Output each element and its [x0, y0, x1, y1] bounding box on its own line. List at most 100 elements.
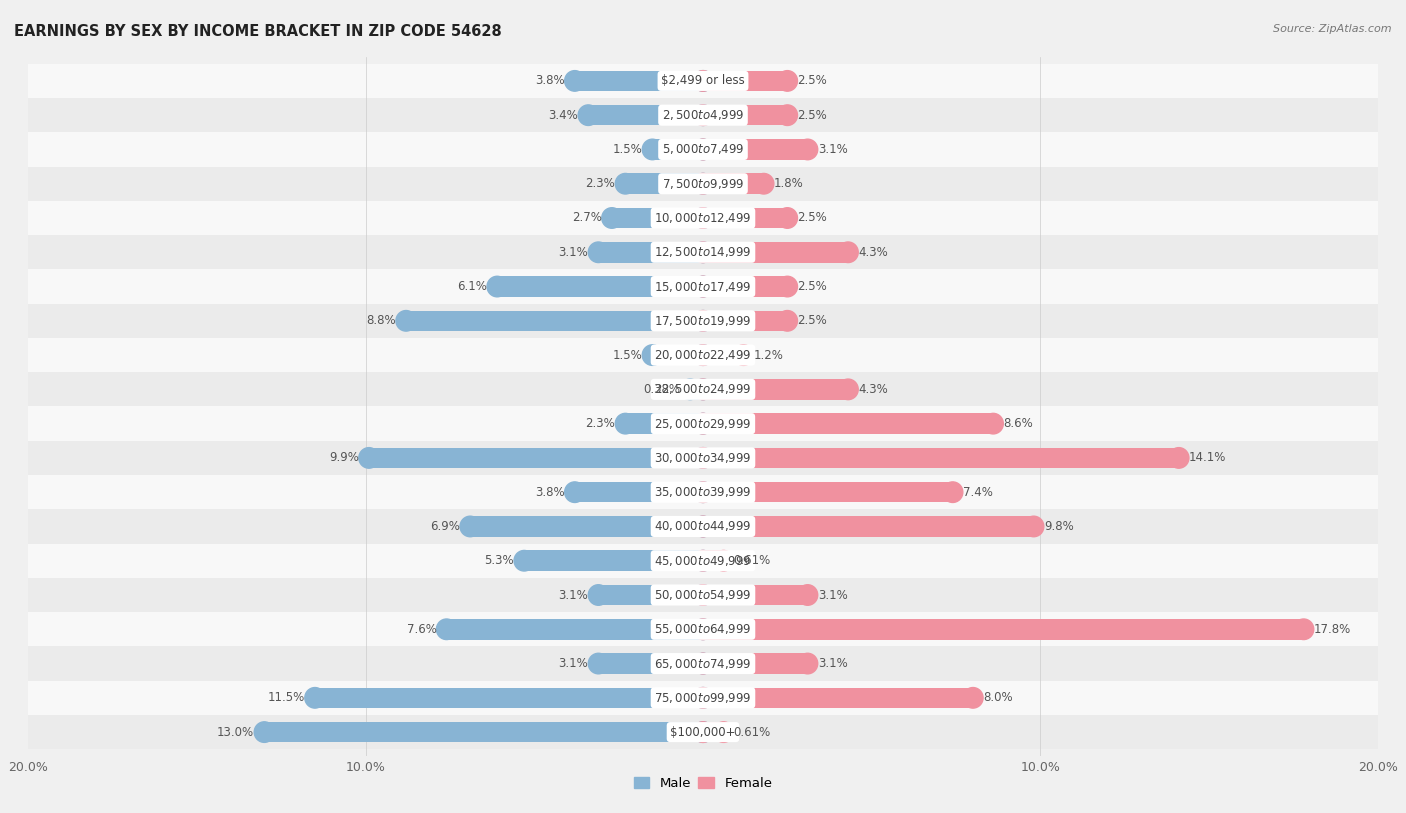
- Text: 1.8%: 1.8%: [773, 177, 804, 190]
- Bar: [470, 516, 703, 537]
- Bar: [524, 550, 703, 571]
- Circle shape: [838, 379, 858, 400]
- Circle shape: [963, 688, 983, 708]
- Bar: [612, 207, 703, 228]
- Circle shape: [693, 448, 713, 468]
- Circle shape: [693, 550, 713, 571]
- Circle shape: [778, 207, 797, 228]
- Bar: [703, 550, 724, 571]
- Circle shape: [305, 688, 325, 708]
- Circle shape: [693, 482, 713, 502]
- Circle shape: [693, 242, 713, 263]
- Circle shape: [693, 585, 713, 606]
- Text: 6.1%: 6.1%: [457, 280, 486, 293]
- Bar: [652, 139, 703, 159]
- Text: $30,000 to $34,999: $30,000 to $34,999: [654, 451, 752, 465]
- Circle shape: [588, 242, 609, 263]
- Text: $20,000 to $22,499: $20,000 to $22,499: [654, 348, 752, 362]
- Bar: [703, 448, 1178, 468]
- Bar: [28, 304, 1378, 338]
- Circle shape: [1294, 619, 1313, 640]
- Circle shape: [797, 654, 818, 674]
- Bar: [315, 688, 703, 708]
- Text: $25,000 to $29,999: $25,000 to $29,999: [654, 416, 752, 431]
- Circle shape: [693, 173, 713, 194]
- Bar: [703, 105, 787, 125]
- Circle shape: [693, 722, 713, 742]
- Text: 3.1%: 3.1%: [818, 143, 848, 156]
- Circle shape: [693, 448, 713, 468]
- Text: $15,000 to $17,499: $15,000 to $17,499: [654, 280, 752, 293]
- Text: 13.0%: 13.0%: [217, 725, 254, 738]
- Circle shape: [693, 413, 713, 434]
- Circle shape: [396, 311, 416, 331]
- Bar: [28, 544, 1378, 578]
- Text: 8.6%: 8.6%: [1004, 417, 1033, 430]
- Bar: [626, 413, 703, 434]
- Circle shape: [693, 654, 713, 674]
- Bar: [703, 207, 787, 228]
- Text: 1.2%: 1.2%: [754, 349, 783, 362]
- Circle shape: [693, 619, 713, 640]
- Circle shape: [693, 550, 713, 571]
- Bar: [703, 413, 993, 434]
- Circle shape: [797, 585, 818, 606]
- Text: 9.8%: 9.8%: [1043, 520, 1074, 533]
- Text: 3.4%: 3.4%: [548, 109, 578, 122]
- Circle shape: [436, 619, 457, 640]
- Bar: [703, 585, 807, 606]
- Bar: [703, 173, 763, 194]
- Circle shape: [693, 516, 713, 537]
- Circle shape: [565, 71, 585, 91]
- Circle shape: [942, 482, 963, 502]
- Circle shape: [693, 276, 713, 297]
- Text: 0.61%: 0.61%: [734, 554, 770, 567]
- Circle shape: [693, 345, 713, 365]
- Bar: [28, 441, 1378, 475]
- Text: 2.3%: 2.3%: [585, 417, 616, 430]
- Text: $2,499 or less: $2,499 or less: [661, 75, 745, 88]
- Text: $100,000+: $100,000+: [671, 725, 735, 738]
- Circle shape: [693, 242, 713, 263]
- Bar: [575, 482, 703, 502]
- Bar: [599, 585, 703, 606]
- Bar: [264, 722, 703, 742]
- Text: 4.3%: 4.3%: [858, 383, 889, 396]
- Bar: [28, 338, 1378, 372]
- Circle shape: [602, 207, 621, 228]
- Text: 2.5%: 2.5%: [797, 75, 827, 88]
- Text: 3.1%: 3.1%: [558, 589, 588, 602]
- Text: 2.7%: 2.7%: [572, 211, 602, 224]
- Text: 2.5%: 2.5%: [797, 109, 827, 122]
- Text: $12,500 to $14,999: $12,500 to $14,999: [654, 246, 752, 259]
- Circle shape: [693, 207, 713, 228]
- Text: $45,000 to $49,999: $45,000 to $49,999: [654, 554, 752, 567]
- Circle shape: [693, 105, 713, 125]
- Bar: [703, 688, 973, 708]
- Circle shape: [693, 482, 713, 502]
- Circle shape: [359, 448, 380, 468]
- Bar: [575, 71, 703, 91]
- Text: 3.1%: 3.1%: [818, 657, 848, 670]
- Text: $7,500 to $9,999: $7,500 to $9,999: [662, 176, 744, 191]
- Circle shape: [693, 619, 713, 640]
- Circle shape: [693, 516, 713, 537]
- Bar: [703, 71, 787, 91]
- Circle shape: [693, 688, 713, 708]
- Bar: [28, 612, 1378, 646]
- Text: $65,000 to $74,999: $65,000 to $74,999: [654, 657, 752, 671]
- Circle shape: [693, 379, 713, 400]
- Text: 3.8%: 3.8%: [536, 485, 565, 498]
- Circle shape: [693, 311, 713, 331]
- Circle shape: [693, 654, 713, 674]
- Bar: [703, 722, 724, 742]
- Bar: [28, 63, 1378, 98]
- Text: $22,500 to $24,999: $22,500 to $24,999: [654, 382, 752, 397]
- Circle shape: [643, 345, 662, 365]
- Text: EARNINGS BY SEX BY INCOME BRACKET IN ZIP CODE 54628: EARNINGS BY SEX BY INCOME BRACKET IN ZIP…: [14, 24, 502, 39]
- Text: 3.8%: 3.8%: [536, 75, 565, 88]
- Bar: [703, 139, 807, 159]
- Bar: [28, 406, 1378, 441]
- Bar: [368, 448, 703, 468]
- Circle shape: [1024, 516, 1043, 537]
